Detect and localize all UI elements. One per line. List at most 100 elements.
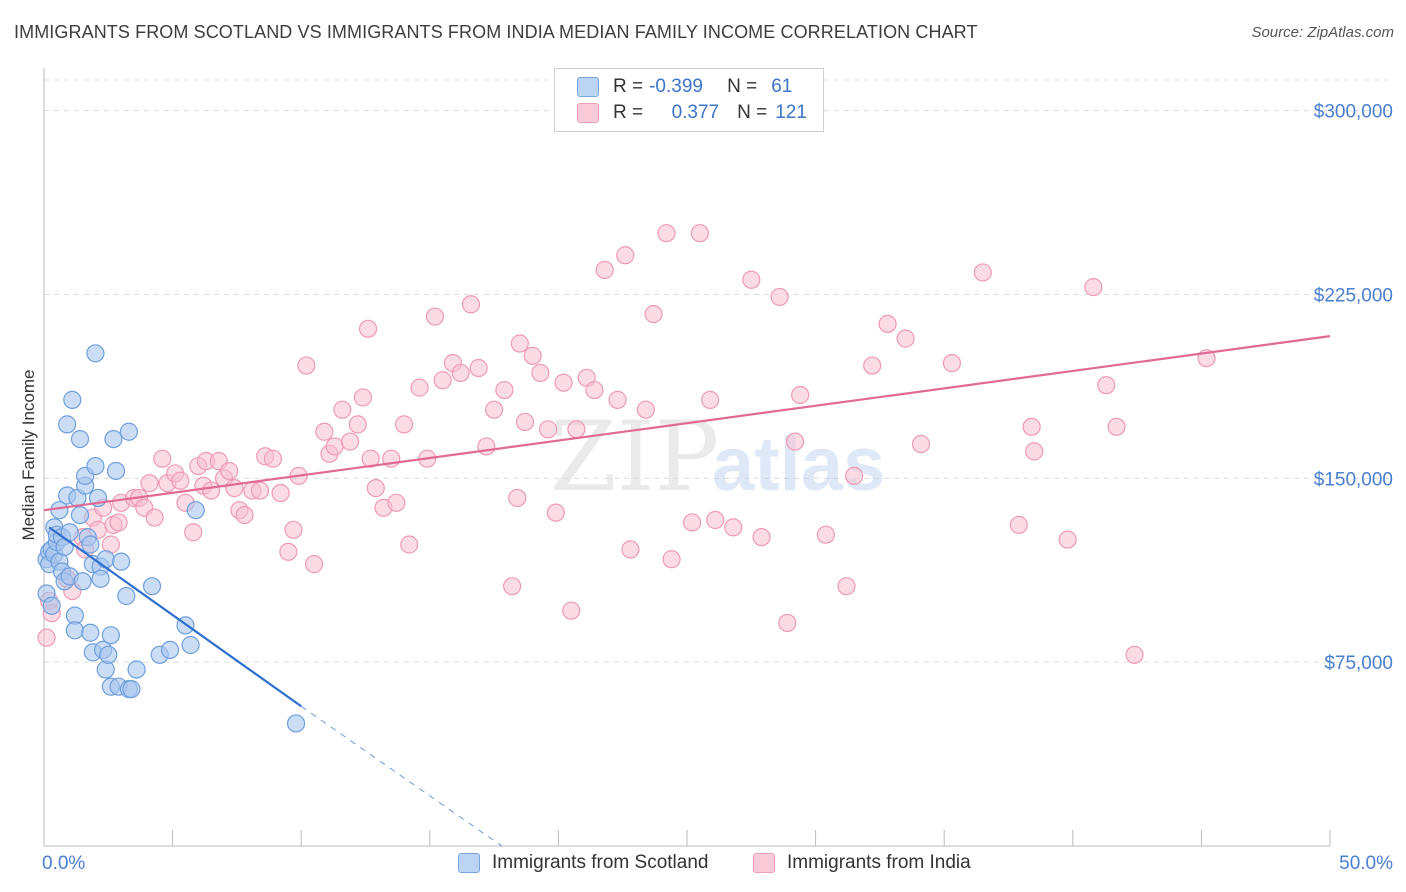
india-point xyxy=(724,518,743,537)
india-point xyxy=(37,628,56,647)
india-point xyxy=(1125,645,1144,664)
india-point xyxy=(184,523,203,542)
india-point xyxy=(770,287,789,307)
india-point xyxy=(785,432,805,451)
india-point xyxy=(171,471,190,490)
n-value-scotland: 61 xyxy=(771,76,793,97)
india-point xyxy=(433,371,452,390)
india-point xyxy=(503,577,522,596)
chart-title: IMMIGRANTS FROM SCOTLAND VS IMMIGRANTS F… xyxy=(14,22,978,42)
y-tick-labels: $75,000 $150,000 $225,000 $300,000 xyxy=(1314,102,1393,675)
india-point xyxy=(1084,278,1103,297)
scotland-point xyxy=(70,505,90,525)
india-point xyxy=(140,474,159,493)
india-point xyxy=(508,488,527,508)
india-point xyxy=(271,483,290,503)
india-point xyxy=(304,555,324,574)
india-point xyxy=(451,363,470,383)
legend-row-scotland: R = -0.399 N = 61 xyxy=(577,75,792,99)
india-point xyxy=(1107,417,1126,436)
india-point xyxy=(495,380,514,400)
scotland-point xyxy=(73,572,92,591)
scotland-point xyxy=(122,680,141,699)
n-value-india: 121 xyxy=(775,102,807,123)
scotland-point xyxy=(112,552,131,571)
chart-source: Source: ZipAtlas.com xyxy=(1251,24,1394,41)
india-point xyxy=(973,263,992,282)
scotland-point xyxy=(181,635,200,655)
india-point xyxy=(325,437,344,456)
scotland-point xyxy=(42,596,61,615)
india-point xyxy=(469,358,488,378)
india-point xyxy=(361,449,380,468)
scotland-point xyxy=(104,430,123,449)
india-point xyxy=(896,329,915,348)
scotland-point xyxy=(70,430,90,449)
y-tick-label: $75,000 xyxy=(1324,653,1393,674)
scotland-point xyxy=(99,645,118,664)
scotland-point xyxy=(63,390,82,409)
correlation-legend: R = -0.399 N = 61 R = 0.377 N = 121 xyxy=(554,68,824,132)
india-point xyxy=(539,420,558,439)
n-label: N = xyxy=(727,76,758,97)
india-point xyxy=(644,304,663,324)
india-point xyxy=(683,513,702,532)
india-point xyxy=(477,437,496,456)
india-trendline xyxy=(43,335,1331,512)
india-point xyxy=(1097,376,1116,395)
india-point xyxy=(485,400,504,419)
y-tick-label: $225,000 xyxy=(1314,285,1393,306)
india-point xyxy=(394,415,414,434)
y-tick-label: $300,000 xyxy=(1314,102,1393,123)
india-point xyxy=(554,373,573,392)
scotland-point xyxy=(142,577,162,596)
scotland-point xyxy=(65,621,84,640)
india-point xyxy=(225,479,244,498)
scotland-point xyxy=(91,569,110,588)
india-point xyxy=(657,224,676,243)
scotland-point xyxy=(286,714,306,733)
scotland-point xyxy=(119,422,138,441)
scotland-point xyxy=(127,660,146,679)
india-point xyxy=(348,415,367,434)
india-point xyxy=(701,390,720,409)
india-point xyxy=(636,400,655,419)
india-point xyxy=(1058,530,1077,549)
scotland-point xyxy=(58,415,77,434)
india-point xyxy=(863,356,882,375)
india-point xyxy=(1025,442,1044,461)
india-point xyxy=(1009,515,1028,534)
india-point xyxy=(515,412,535,432)
scotland-point xyxy=(81,623,100,642)
india-point xyxy=(340,432,360,451)
india-point xyxy=(690,224,709,243)
india-point xyxy=(546,503,565,522)
india-point xyxy=(109,513,128,532)
india-point xyxy=(742,270,761,289)
bottom-legend-scotland: Immigrants from Scotland xyxy=(458,852,708,874)
scotland-point xyxy=(160,640,180,660)
x-tick-label-left: 0.0% xyxy=(42,853,85,874)
r-label: R = xyxy=(613,102,644,123)
scotland-point xyxy=(101,626,120,645)
india-points xyxy=(37,224,1216,664)
india-point xyxy=(235,505,254,525)
bottom-legend-india: Immigrants from India xyxy=(753,852,971,874)
legend-row-india: R = 0.377 N = 121 xyxy=(577,101,807,125)
india-point xyxy=(662,550,681,569)
india-point xyxy=(153,449,172,468)
india-point xyxy=(531,363,550,383)
trendlines xyxy=(43,335,1331,847)
india-point xyxy=(778,613,797,633)
india-point xyxy=(145,508,164,527)
india-point xyxy=(791,385,810,405)
india-point xyxy=(585,380,604,400)
india-legend-swatch xyxy=(753,853,775,873)
india-point xyxy=(608,390,627,409)
n-label: N = xyxy=(737,102,768,123)
india-point xyxy=(621,540,640,559)
india-point xyxy=(878,314,897,333)
india-point xyxy=(279,542,298,561)
y-tick-label: $150,000 xyxy=(1314,469,1393,490)
scotland-legend-label: Immigrants from Scotland xyxy=(492,852,709,873)
